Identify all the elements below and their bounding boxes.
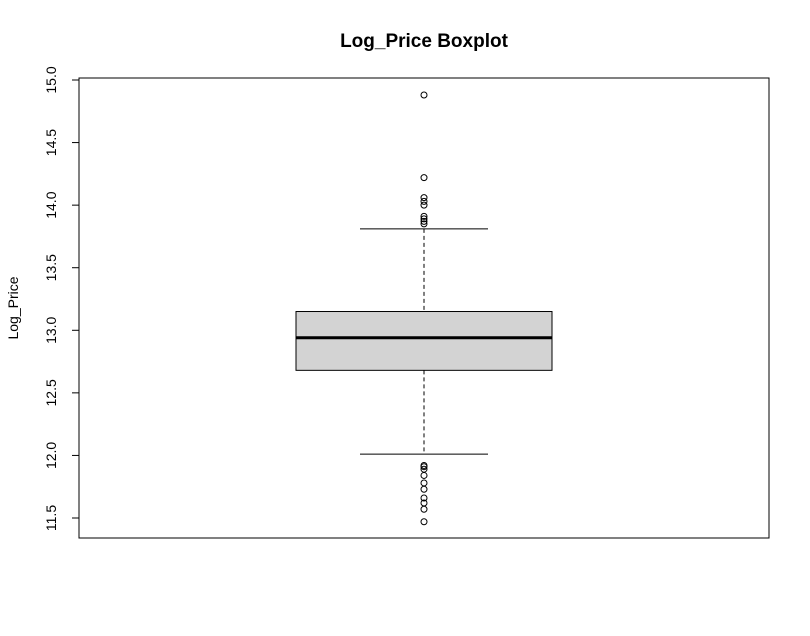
- y-tick-label: 13.5: [43, 254, 59, 281]
- outlier-point: [420, 220, 428, 228]
- iqr-box: [295, 311, 553, 371]
- outlier-point: [420, 463, 428, 471]
- box-element: [295, 228, 553, 455]
- outlier-point: [420, 505, 428, 513]
- y-axis: 11.5 12.0 12.5 13.0 13.5 14.0 14.5 15.0: [43, 66, 80, 531]
- y-tick-label: 14.0: [43, 191, 59, 218]
- outlier-point: [420, 212, 428, 220]
- y-tick-label: 15.0: [43, 66, 59, 93]
- outlier-point: [420, 518, 428, 526]
- outlier-point: [420, 215, 428, 223]
- outlier-point: [420, 197, 428, 205]
- outlier-point: [420, 91, 428, 99]
- chart-title: Log_Price Boxplot: [340, 31, 509, 52]
- outlier-point: [420, 494, 428, 502]
- outlier-points: [420, 91, 428, 526]
- outlier-point: [420, 485, 428, 493]
- y-tick-label: 11.5: [43, 505, 59, 531]
- outlier-point: [420, 174, 428, 182]
- outlier-point: [420, 471, 428, 479]
- y-tick-label: 12.5: [43, 379, 59, 406]
- y-tick-label: 12.0: [43, 442, 59, 469]
- outlier-point: [420, 201, 428, 209]
- y-tick-label: 13.0: [43, 316, 59, 343]
- y-axis-label: Log_Price: [5, 276, 21, 339]
- y-tick-label: 14.5: [43, 129, 59, 156]
- outlier-point: [420, 194, 428, 202]
- outlier-point: [420, 217, 428, 225]
